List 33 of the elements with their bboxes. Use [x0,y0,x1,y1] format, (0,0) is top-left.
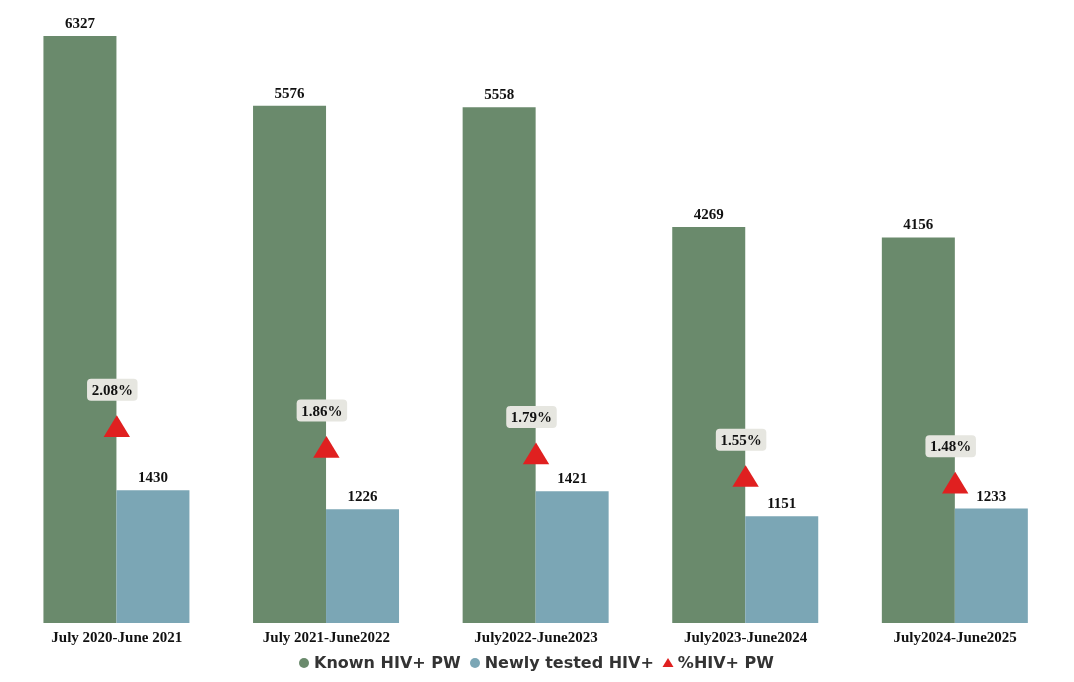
bar [535,491,609,623]
bar [116,490,190,623]
data-label: 5576 [274,84,306,101]
data-label: 1.86% [301,402,343,419]
data-label: 1233 [976,487,1007,504]
legend-label: Known HIV+ PW [313,653,461,672]
data-label: 1421 [557,470,588,487]
point [942,471,969,494]
bar [745,516,819,623]
data-label: 1.48% [930,438,972,455]
point [313,436,340,458]
point [522,442,550,465]
bar [954,508,1028,623]
data-label: 4156 [903,216,934,233]
data-label: 1226 [347,488,379,505]
point [103,415,130,437]
data-label: 1151 [767,495,797,512]
data-label: 1.79% [510,409,553,426]
x-tick-label: July2023-June2024 [683,628,808,645]
data-label: 2.08% [91,381,133,398]
bar [326,509,400,623]
data-label: 6327 [64,15,96,31]
data-label: 1430 [137,469,168,486]
x-tick-label: July 2020-June 2021 [51,628,183,645]
x-tick-label: July2024-June2025 [893,628,1017,645]
legend-label: %HIV+ PW [676,653,774,672]
data-label: 4269 [693,205,724,222]
data-label: 5558 [484,86,515,103]
point [732,465,759,487]
data-label: 1.55% [720,431,762,448]
x-tick-label: July2022-June2023 [474,628,598,645]
x-tick-label: July 2021-June2022 [262,628,390,645]
legend-label: Newly tested HIV+ [483,653,654,672]
